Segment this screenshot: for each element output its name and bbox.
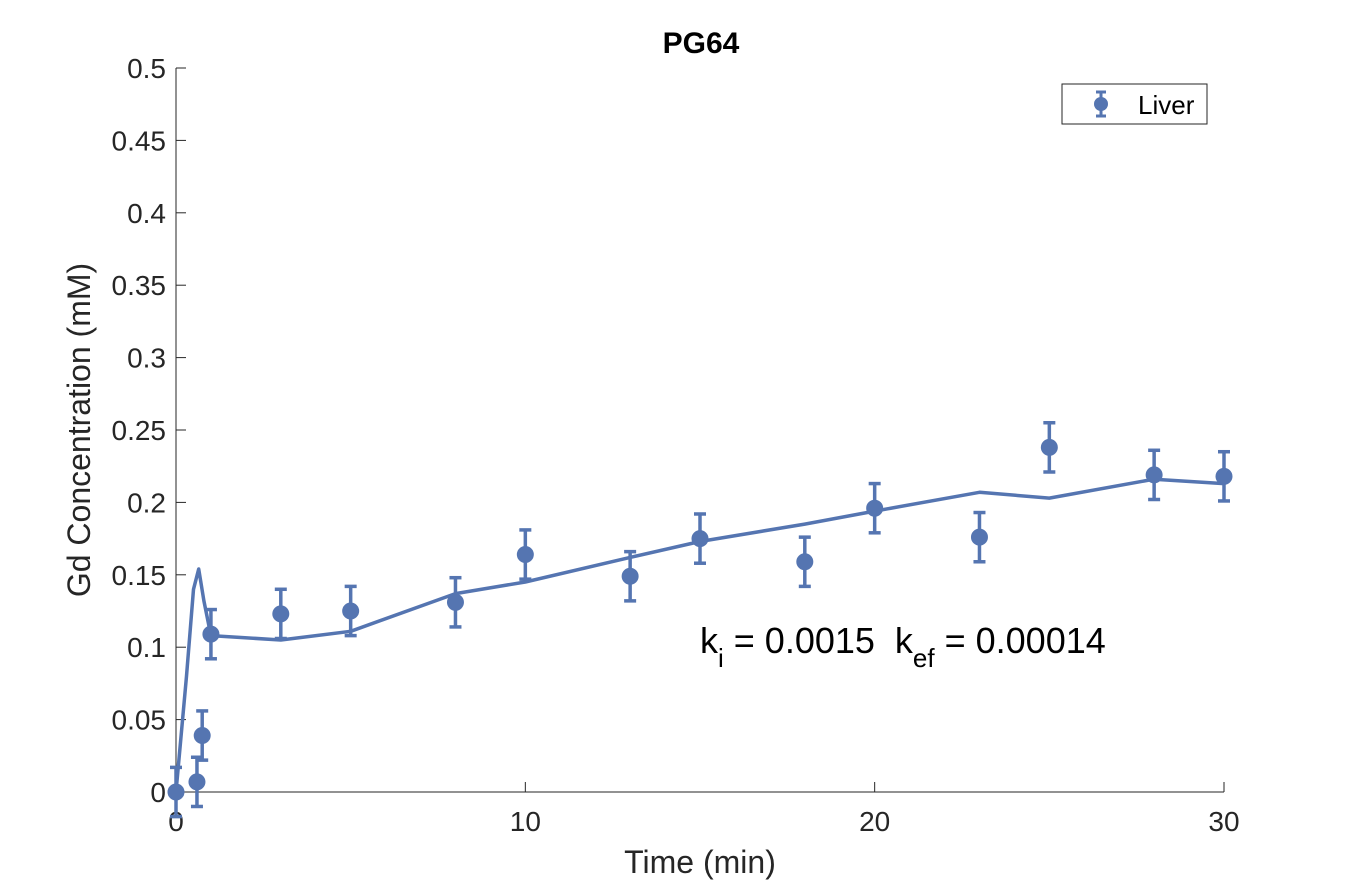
y-axis-title: Gd Concentration (mM) — [61, 263, 97, 597]
ki-subscript: i — [718, 643, 724, 673]
kef-symbol: k — [895, 620, 914, 661]
rate-constants-annotation: ki = 0.0015 kef = 0.00014 — [700, 620, 1106, 673]
y-tick-label: 0.5 — [127, 53, 166, 84]
liver-data-point — [1040, 421, 1058, 474]
liver-data-point — [193, 709, 211, 762]
point-marker — [970, 528, 988, 546]
point-marker — [193, 727, 211, 745]
chart-title: PG64 — [663, 27, 740, 60]
liver-data-point — [202, 607, 220, 661]
y-tick-label: 0.05 — [112, 705, 167, 736]
kef-value: = 0.00014 — [935, 620, 1106, 661]
y-ticks: 0 0.05 0.1 0.15 0.2 0.25 0.3 0.35 0.4 0.45 0.5 — [112, 53, 186, 808]
x-ticks: 0 10 20 30 — [168, 782, 1240, 837]
liver-data-point — [272, 587, 290, 641]
fit-curve-line — [174, 477, 1225, 793]
data-points-layer — [167, 421, 1233, 819]
liver-data-point — [1215, 449, 1233, 503]
point-marker — [272, 605, 290, 623]
point-marker — [202, 625, 220, 643]
liver-data-point — [796, 535, 814, 589]
y-tick-label: 0.3 — [127, 343, 166, 374]
y-tick-label: 0.1 — [127, 632, 166, 663]
liver-data-point — [167, 765, 185, 819]
point-marker — [188, 773, 206, 791]
liver-data-point — [516, 528, 534, 581]
y-tick-label: 0.35 — [112, 270, 167, 301]
point-marker — [1145, 466, 1163, 484]
kef-subscript: ef — [913, 643, 935, 673]
x-tick-label: 0 — [168, 806, 184, 837]
liver-data-point — [691, 512, 709, 565]
y-tick-label: 0.15 — [112, 560, 167, 591]
y-tick-label: 0.4 — [127, 198, 166, 229]
point-marker — [691, 530, 709, 548]
point-marker — [621, 567, 639, 585]
legend-label-liver: Liver — [1138, 90, 1195, 120]
liver-data-point — [342, 584, 360, 638]
x-tick-label: 10 — [510, 806, 541, 837]
point-marker — [446, 593, 464, 611]
point-marker — [796, 553, 814, 571]
liver-data-point — [866, 481, 884, 535]
y-tick-label: 0.2 — [127, 487, 166, 518]
x-tick-label: 20 — [859, 806, 890, 837]
liver-data-point — [446, 575, 464, 629]
liver-data-point — [188, 755, 206, 809]
y-tick-label: 0 — [150, 777, 166, 808]
liver-data-point — [621, 549, 639, 603]
point-marker — [1040, 438, 1058, 456]
point-marker — [1215, 467, 1233, 485]
legend-point-marker — [1094, 97, 1108, 111]
x-tick-label: 30 — [1208, 806, 1239, 837]
liver-data-point — [970, 510, 988, 564]
y-tick-label: 0.45 — [112, 125, 167, 156]
point-marker — [516, 546, 534, 564]
y-tick-label: 0.25 — [112, 415, 167, 446]
fit-line-layer — [174, 477, 1225, 793]
x-axis-title: Time (min) — [624, 844, 776, 880]
liver-data-point — [1145, 448, 1163, 502]
ki-value: = 0.0015 — [724, 620, 895, 661]
point-marker — [342, 602, 360, 620]
point-marker — [866, 499, 884, 517]
legend: Liver — [1061, 83, 1208, 125]
ki-symbol: k — [700, 620, 719, 661]
point-marker — [167, 783, 185, 801]
legend-box — [1061, 83, 1208, 125]
